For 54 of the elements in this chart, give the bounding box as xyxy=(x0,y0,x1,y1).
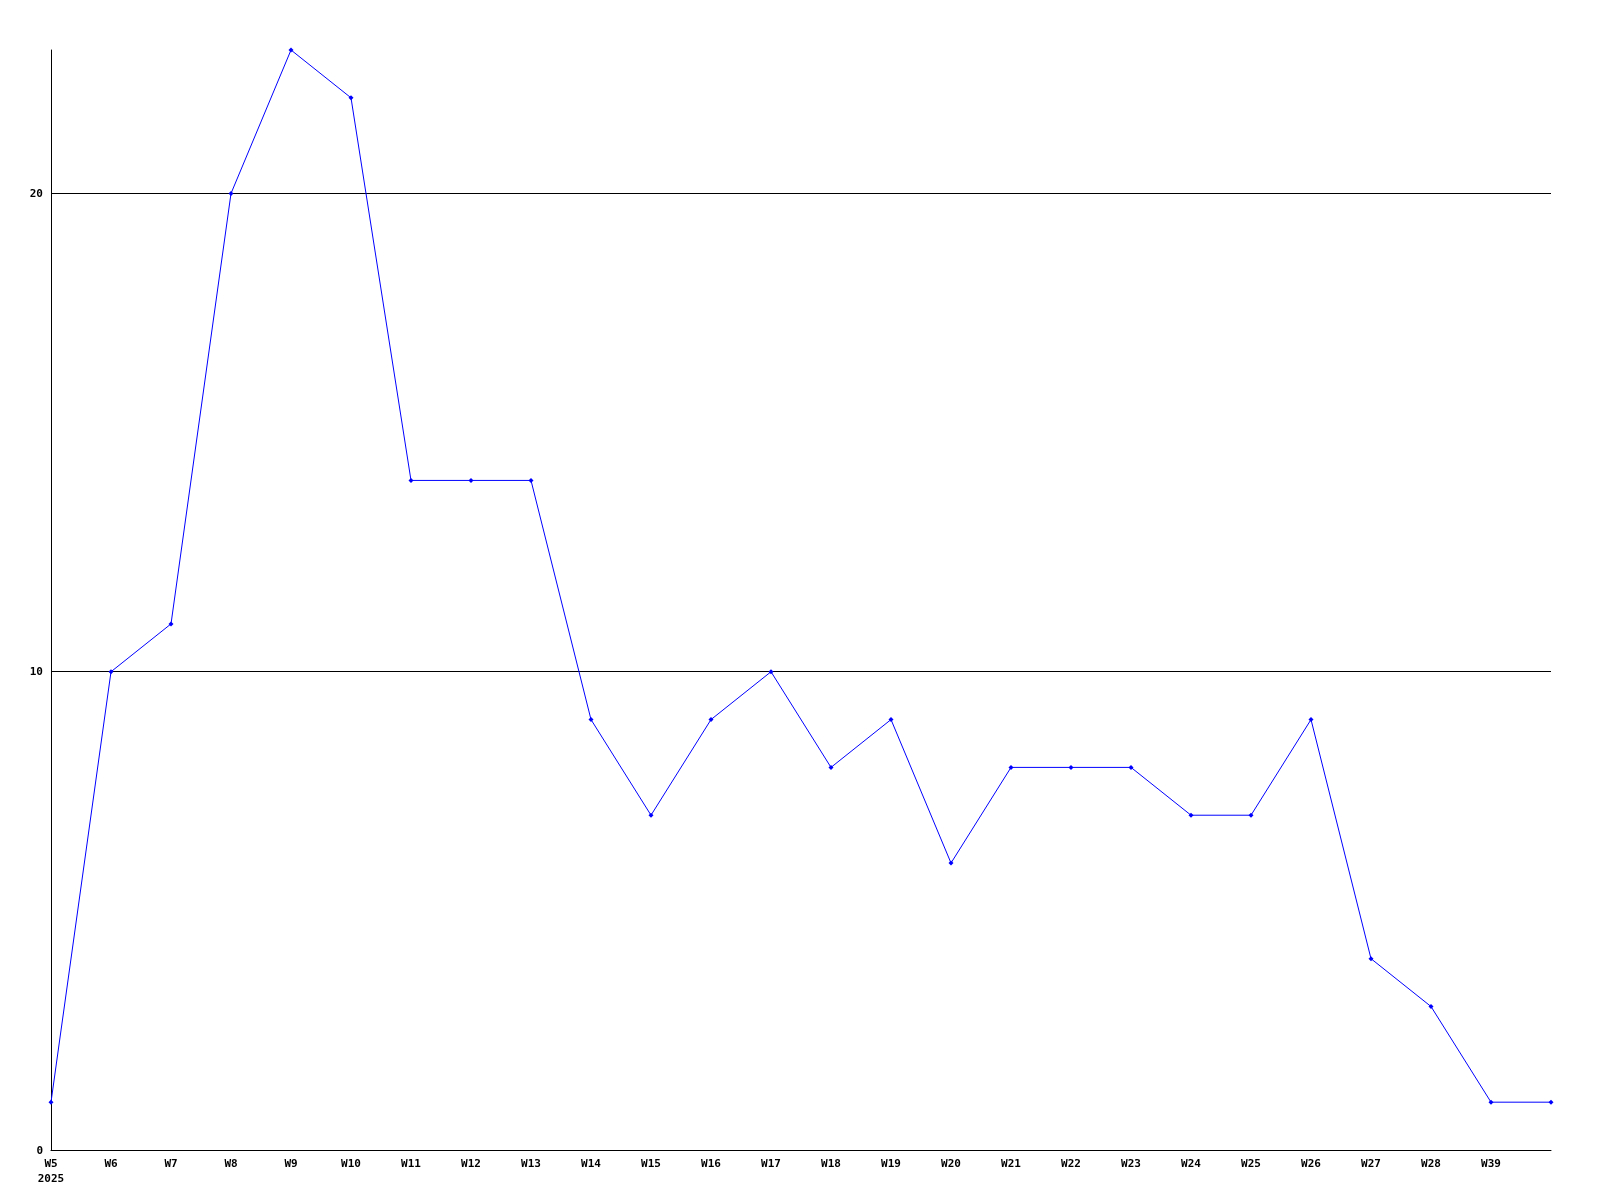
x-tick-label: W39 xyxy=(1481,1157,1501,1170)
point xyxy=(1008,764,1014,770)
point xyxy=(228,190,234,196)
point xyxy=(948,860,954,866)
x-tick-label: W17 xyxy=(761,1157,781,1170)
point xyxy=(708,717,714,723)
point xyxy=(768,669,774,675)
x-tick-label: W7 xyxy=(164,1157,178,1170)
point xyxy=(1128,764,1134,770)
x-tick-label: W8 xyxy=(224,1157,238,1170)
x-tick-label: W25 xyxy=(1241,1157,1261,1170)
point xyxy=(348,95,354,101)
x-tick-label: W6 xyxy=(104,1157,118,1170)
x-tick-label: W28 xyxy=(1421,1157,1441,1170)
x-tick-label: W27 xyxy=(1361,1157,1381,1170)
point xyxy=(1548,1099,1554,1105)
point xyxy=(468,477,474,483)
x-tick-label: W19 xyxy=(881,1157,901,1170)
x-tick-label: W21 xyxy=(1001,1157,1022,1170)
point xyxy=(108,669,114,675)
point xyxy=(1428,1004,1434,1010)
x-tick-label: W20 xyxy=(941,1157,961,1170)
x-tick-label: W14 xyxy=(581,1157,602,1170)
y-tick-label: 20 xyxy=(29,186,43,200)
x-tick-label: W22 xyxy=(1061,1157,1081,1170)
point xyxy=(588,717,594,723)
point xyxy=(1308,717,1314,723)
point xyxy=(1188,812,1194,818)
point xyxy=(168,621,174,627)
point xyxy=(648,812,654,818)
x-tick-label: W10 xyxy=(341,1157,361,1170)
x-tick-label: W11 xyxy=(401,1157,422,1170)
x-tick-label: W16 xyxy=(701,1157,722,1170)
point xyxy=(288,47,294,53)
x-tick-label: W26 xyxy=(1301,1157,1322,1170)
point xyxy=(408,477,414,483)
point xyxy=(828,764,834,770)
point xyxy=(48,1099,54,1105)
x-tick-label: W23 xyxy=(1121,1157,1141,1170)
x-tick-label: W9 xyxy=(284,1157,298,1170)
y-tick-label: 10 xyxy=(29,665,43,679)
point xyxy=(1248,812,1254,818)
point xyxy=(1488,1099,1494,1105)
y-tick-label: 0 xyxy=(36,1143,43,1157)
point xyxy=(888,717,894,723)
point xyxy=(528,477,534,483)
x-tick-label: W5 2025 xyxy=(37,1157,65,1185)
point xyxy=(1368,956,1374,962)
point xyxy=(1068,764,1074,770)
x-tick-label: W24 xyxy=(1181,1157,1202,1170)
x-tick-label: W12 xyxy=(461,1157,481,1170)
x-tick-label: W13 xyxy=(521,1157,541,1170)
x-tick-label: W18 xyxy=(821,1157,841,1170)
x-tick-label: W15 xyxy=(641,1157,661,1170)
